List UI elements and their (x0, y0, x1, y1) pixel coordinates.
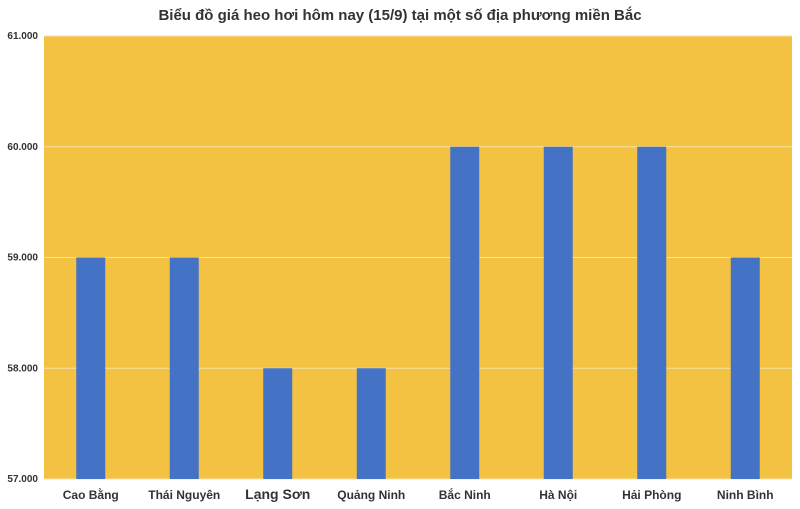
bar (76, 257, 106, 479)
x-tick-label: Ninh Bình (717, 488, 774, 502)
gridlines (44, 35, 792, 480)
x-tick-label: Hải Phòng (622, 488, 681, 502)
x-tick-label: Thái Nguyên (148, 488, 220, 502)
bar (450, 146, 480, 479)
x-tick-label: Cao Bằng (63, 487, 119, 502)
x-tick-label: Hà Nội (539, 488, 577, 502)
bar (356, 368, 386, 479)
chart-title: Biểu đồ giá heo hơi hôm nay (15/9) tại m… (158, 6, 641, 24)
y-tick-label: 60.000 (7, 142, 38, 153)
y-axis: 57.000 58.000 59.000 60.000 61.000 (7, 31, 38, 485)
bars (76, 146, 760, 479)
bar (637, 146, 667, 479)
x-tick-label: Quảng Ninh (337, 488, 405, 502)
x-tick-label: Bắc Ninh (439, 487, 491, 502)
x-axis: Cao Bằng Thái Nguyên Lạng Sơn Quảng Ninh Bắc… (63, 486, 774, 502)
x-tick-label: Lạng Sơn (245, 486, 310, 502)
bar (263, 368, 293, 479)
bar (730, 257, 760, 479)
bar (169, 257, 199, 479)
y-tick-label: 57.000 (7, 474, 38, 485)
y-tick-label: 61.000 (7, 31, 38, 42)
y-tick-label: 58.000 (7, 363, 38, 374)
bar (543, 146, 573, 479)
y-tick-label: 59.000 (7, 253, 38, 264)
